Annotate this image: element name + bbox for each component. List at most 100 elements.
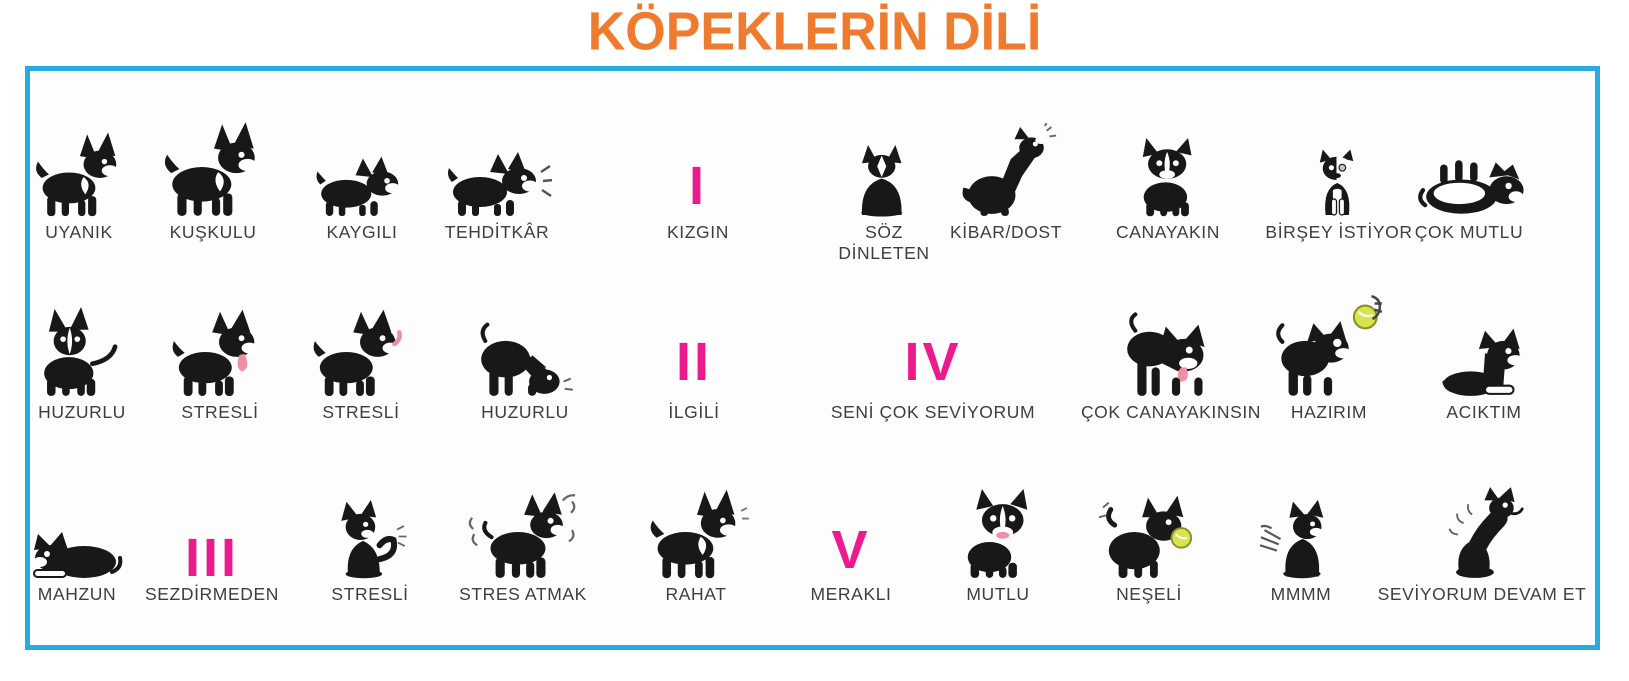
lick-dog-icon [307, 274, 415, 398]
numeral-figure: V [831, 456, 870, 580]
pant-dog-icon [166, 274, 274, 398]
pose-label: STRESLİ [181, 402, 259, 422]
numeral-figure: IV [904, 274, 961, 398]
pose-label: RAHAT [665, 584, 727, 604]
dog-illustration [861, 145, 903, 217]
dog-cell: SÖZ DİNLETEN [836, 90, 932, 263]
dog-illustration [36, 132, 119, 217]
dog-cell: STRESLİ [322, 456, 418, 605]
dog-cell: SEVİYORUM DEVAM ET [1378, 456, 1587, 605]
dog-illustration [313, 309, 402, 397]
numeral-figure: I [689, 90, 707, 218]
pose-label: İLGİLİ [668, 402, 720, 422]
dog-illustration [468, 492, 576, 578]
dog-illustration [1276, 295, 1383, 396]
dog-illustration [448, 152, 552, 216]
dog-cell: ACIKTIM [1428, 274, 1540, 423]
dog-illustration [341, 499, 407, 579]
dog-illustration [316, 156, 401, 217]
pose-label: ÇOK MUTLU [1414, 222, 1524, 242]
dog-cell: KUŞKULU [157, 90, 269, 243]
dog-cell: ÇOK MUTLU [1410, 90, 1528, 243]
pose-label: KAYGILI [326, 222, 398, 242]
pose-label: STRESLİ [331, 584, 409, 604]
group-cell: IV SENİ ÇOK SEVİYORUM [831, 274, 1035, 423]
pose-label: HUZURLU [38, 402, 126, 422]
pose-label: KUŞKULU [169, 222, 257, 242]
stand-smile-dog-icon [946, 456, 1050, 580]
dog-illustration [1418, 160, 1524, 214]
dog-illustration [1319, 149, 1353, 216]
numeral-figure: III [184, 456, 240, 588]
crouch-dog-icon [311, 90, 413, 218]
dog-cell: RAHAT [643, 456, 749, 605]
dog-cell: TEHDİTKÂR [442, 90, 552, 243]
dog-illustration [962, 123, 1057, 216]
page-title: KÖPEKLERİN DİLİ [587, 1, 1042, 63]
group-numeral-V: V [831, 519, 871, 580]
dog-illustration [1259, 499, 1324, 579]
shake-dog-icon [467, 456, 579, 580]
pose-label: HUZURLU [481, 402, 569, 422]
stand-alert-dog-icon [29, 90, 129, 218]
dog-cell: ÇOK CANAYAKINSIN [1081, 274, 1261, 423]
dog-illustration [1442, 328, 1524, 396]
group-numeral-III: III [184, 527, 240, 588]
dog-illustration [164, 122, 257, 216]
pose-label: HAZIRIM [1290, 402, 1368, 422]
stand-front-dog-icon [1120, 90, 1216, 218]
dog-illustration [1098, 495, 1193, 579]
dog-cell: MMMM [1252, 456, 1350, 605]
ball-mouth-dog-icon [1095, 456, 1203, 580]
pose-label: MUTLU [966, 584, 1030, 604]
pose-label: KİBAR/DOST [950, 222, 1062, 242]
dog-illustration [1142, 137, 1192, 217]
pose-label: STRES ATMAK [459, 584, 587, 604]
group-numeral-IV: IV [904, 331, 962, 392]
dog-illustration [480, 322, 573, 396]
dog-cell: STRESLİ [166, 274, 274, 423]
dog-cell: MUTLU [946, 456, 1050, 605]
dog-illustration [44, 307, 118, 396]
dog-illustration [33, 532, 123, 578]
dog-cell: KİBAR/DOST [950, 90, 1062, 243]
stand-relax-dog-icon [643, 456, 749, 580]
lie-flat-dog-icon [22, 456, 132, 580]
pose-label: SEVİYORUM DEVAM ET [1377, 584, 1587, 604]
group-cell: V MERAKLI [810, 456, 891, 605]
dog-cell: STRESLİ [307, 274, 415, 423]
group-cell: I KIZGIN [667, 90, 729, 243]
pose-label: KIZGIN [667, 222, 729, 242]
crouch-bark-dog-icon [442, 90, 552, 218]
group-cell: III SEZDİRMEDEN [145, 456, 279, 605]
pose-label: UYANIK [45, 222, 113, 242]
dog-illustration [1448, 487, 1525, 578]
dog-cell: HUZURLU [469, 274, 581, 423]
stand-wag-dog-icon [30, 274, 134, 398]
pose-label: SEZDİRMEDEN [145, 584, 279, 604]
dog-cell: MAHZUN [22, 456, 132, 605]
dog-cell: NEŞELİ [1095, 456, 1203, 605]
group-numeral-II: II [675, 331, 713, 392]
dog-cell: STRES ATMAK [459, 456, 587, 605]
pose-label: MMMM [1270, 584, 1332, 604]
lie-sphinx-dog-icon [1428, 274, 1540, 398]
stand-alert-dog-icon [157, 90, 269, 218]
play-bow-dog-icon [1115, 274, 1227, 398]
pose-label: NEŞELİ [1116, 584, 1182, 604]
group-numeral-I: I [688, 155, 707, 216]
pose-label: SÖZ DİNLETEN [838, 222, 930, 263]
lean-up-dog-icon [1430, 456, 1534, 580]
dog-cell: KAYGILI [311, 90, 413, 243]
dog-cell: UYANIK [29, 90, 129, 243]
pose-label: SENİ ÇOK SEVİYORUM [830, 402, 1036, 422]
dog-illustration [1127, 312, 1205, 396]
pose-label: ÇOK CANAYAKINSIN [1080, 402, 1262, 422]
pose-label: ACIKTIM [1446, 402, 1522, 422]
dog-cell: HUZURLU [30, 274, 134, 423]
bow-sniff-dog-icon [469, 274, 581, 398]
dog-cell: HAZIRIM [1272, 274, 1386, 423]
numeral-figure: II [676, 274, 712, 398]
pose-label: STRESLİ [322, 402, 400, 422]
